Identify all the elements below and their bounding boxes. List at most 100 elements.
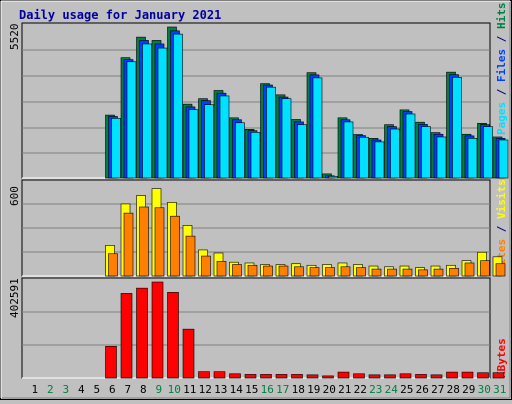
bar-kbytes-day-10 — [167, 292, 179, 379]
bar-pages-day-9 — [157, 47, 168, 179]
bar-sites-day-22 — [356, 267, 366, 277]
bar-kbytes-day-9 — [151, 281, 164, 379]
panel-middle-bars — [105, 188, 506, 277]
bar-kbytes-day-26 — [415, 374, 427, 379]
bar-kbytes-day-22 — [353, 373, 365, 379]
bar-sites-day-25 — [402, 268, 413, 277]
bar-sites-day-17 — [278, 265, 289, 277]
panel-middle-ymax-label: 600 — [8, 186, 21, 206]
x-label-day-12: 12 — [199, 383, 212, 396]
bar-sites-day-18 — [294, 266, 304, 277]
bar-pages-day-12 — [204, 104, 214, 179]
x-label-day-2: 2 — [47, 383, 54, 396]
panel-bottom-legend: KBytes — [495, 338, 508, 378]
panel-bottom-plot — [21, 277, 491, 379]
bar-pages-day-11 — [188, 109, 199, 179]
bar-sites-day-28 — [449, 268, 459, 277]
legend-part-3: / — [495, 29, 508, 49]
x-axis-day-labels: 1 2 3 4 5 6 7 8 9 10 11 12 13 14 15 16 17 18 19 20 21 22 23 24 2… — [31, 383, 506, 396]
bar-kbytes-day-23 — [368, 374, 381, 379]
legend-part-1: / — [495, 219, 508, 239]
x-label-day-27: 27 — [431, 383, 444, 396]
x-label-day-4: 4 — [78, 383, 85, 396]
bar-pages-day-26 — [421, 126, 431, 179]
bar-pages-day-22 — [359, 136, 369, 179]
panel-top-legend: Pages / Files / Hits — [495, 3, 508, 136]
x-label-day-6: 6 — [109, 383, 116, 396]
bar-kbytes-day-11 — [182, 328, 195, 379]
bar-sites-day-19 — [309, 267, 320, 277]
x-label-day-18: 18 — [292, 383, 305, 396]
bar-kbytes-day-20 — [322, 375, 334, 379]
x-label-day-29: 29 — [462, 383, 475, 396]
bar-pages-day-6 — [111, 118, 121, 179]
bar-sites-day-7 — [123, 212, 134, 277]
bar-kbytes-day-15 — [244, 374, 257, 379]
bar-pages-day-10 — [173, 33, 183, 179]
x-label-day-15: 15 — [245, 383, 258, 396]
bar-pages-day-19 — [312, 77, 323, 179]
x-label-day-19: 19 — [307, 383, 320, 396]
bar-kbytes-day-19 — [306, 374, 319, 379]
bar-sites-day-31 — [495, 263, 506, 277]
bar-sites-day-6 — [108, 253, 118, 277]
bar-pages-day-25 — [405, 113, 416, 179]
bar-sites-day-14 — [232, 264, 242, 277]
bar-pages-day-20 — [328, 176, 338, 179]
bar-pages-day-17 — [281, 98, 292, 179]
panel-bottom-bars — [105, 281, 505, 379]
bar-kbytes-day-18 — [291, 374, 303, 379]
bar-kbytes-day-29 — [461, 371, 474, 379]
panel-bottom-ymax-label: 402591 — [8, 278, 21, 318]
bar-sites-day-21 — [340, 266, 351, 277]
bar-kbytes-day-30 — [477, 372, 489, 379]
bar-sites-day-26 — [418, 269, 428, 277]
chart-title: Daily usage for January 2021 — [19, 8, 221, 22]
bar-kbytes-day-17 — [275, 374, 288, 379]
bar-pages-day-18 — [297, 124, 307, 179]
bar-sites-day-16 — [263, 265, 273, 277]
x-label-day-3: 3 — [62, 383, 69, 396]
legend-part-0: Pages — [495, 102, 508, 135]
bar-kbytes-day-13 — [213, 371, 226, 379]
panel-top-bars — [105, 26, 509, 179]
bar-kbytes-day-8 — [136, 287, 148, 379]
bar-sites-day-9 — [154, 207, 165, 277]
bar-pages-day-29 — [467, 138, 478, 179]
legend-part-0: KBytes — [495, 338, 508, 378]
x-label-day-8: 8 — [140, 383, 147, 396]
legend-part-2: Visits — [495, 179, 508, 219]
bar-sites-day-11 — [185, 235, 196, 277]
x-label-day-13: 13 — [214, 383, 227, 396]
x-label-day-11: 11 — [183, 383, 196, 396]
bar-kbytes-day-28 — [446, 371, 458, 379]
x-label-day-30: 30 — [478, 383, 491, 396]
bar-sites-day-23 — [371, 268, 382, 277]
x-label-day-7: 7 — [124, 383, 131, 396]
x-label-day-28: 28 — [447, 383, 460, 396]
panel-top-ymax-label: 5520 — [8, 24, 21, 51]
x-label-day-26: 26 — [416, 383, 429, 396]
x-label-day-9: 9 — [155, 383, 162, 396]
legend-part-4: Hits — [495, 3, 508, 30]
bar-kbytes-day-7 — [120, 293, 133, 379]
bar-sites-day-13 — [216, 261, 227, 277]
x-label-day-10: 10 — [168, 383, 181, 396]
x-label-day-17: 17 — [276, 383, 289, 396]
bar-sites-day-24 — [387, 268, 397, 277]
x-label-day-24: 24 — [385, 383, 399, 396]
bar-pages-day-24 — [390, 128, 400, 179]
x-label-day-5: 5 — [93, 383, 100, 396]
bar-sites-day-8 — [139, 206, 149, 277]
bar-kbytes-day-16 — [260, 374, 272, 379]
bar-pages-day-13 — [219, 95, 230, 179]
bar-pages-day-8 — [142, 43, 152, 179]
legend-part-2: Files — [495, 49, 508, 82]
bar-kbytes-day-27 — [430, 374, 443, 379]
legend-part-1: / — [495, 82, 508, 102]
x-label-day-1: 1 — [31, 383, 38, 396]
bar-pages-day-31 — [498, 139, 509, 179]
x-label-day-16: 16 — [261, 383, 274, 396]
